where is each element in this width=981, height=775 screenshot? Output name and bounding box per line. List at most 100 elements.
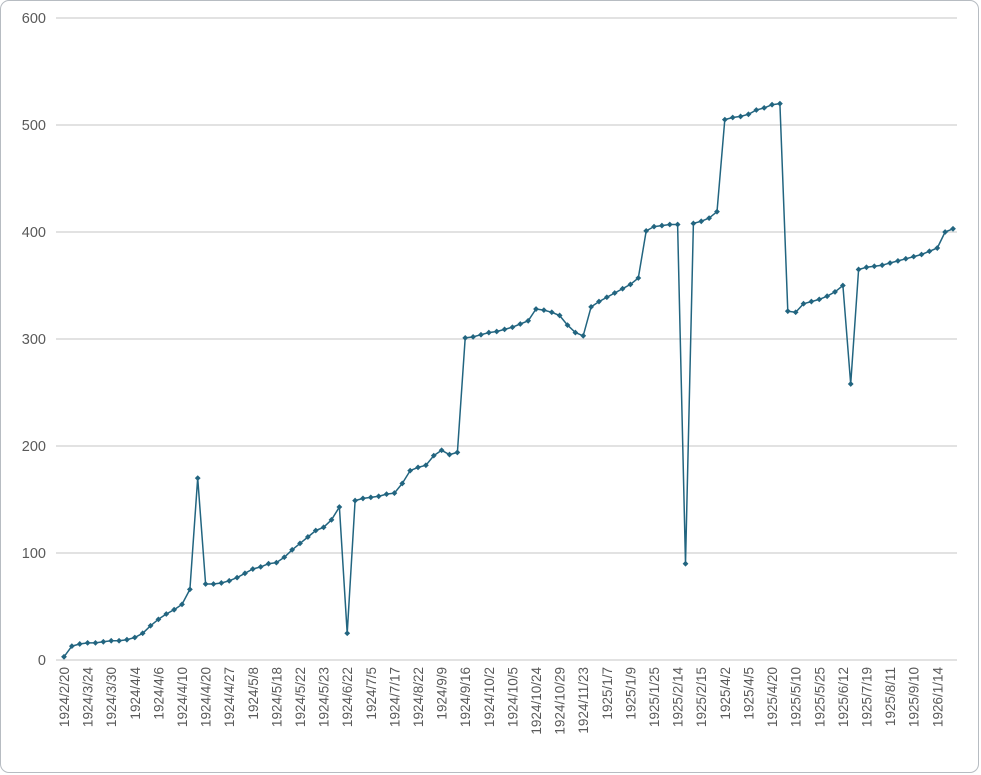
x-tick-label: 1924/10/29 — [553, 667, 568, 735]
series-polyline — [63, 102, 954, 658]
data-point-marker — [367, 494, 374, 501]
x-tick-label: 1924/7/5 — [364, 667, 379, 720]
data-point-marker — [312, 527, 319, 534]
x-tick-label: 1924/8/22 — [411, 667, 426, 727]
data-point-marker — [194, 475, 201, 481]
data-point-marker — [950, 225, 956, 232]
data-point-marker — [139, 630, 146, 637]
data-point-marker — [887, 260, 893, 266]
data-point-marker — [627, 281, 634, 288]
data-point-marker — [163, 611, 170, 617]
data-point-marker — [304, 534, 311, 540]
data-point-marker — [344, 630, 351, 637]
x-tick-label: 1925/2/15 — [694, 667, 709, 727]
x-tick-label: 1924/4/27 — [222, 667, 237, 727]
x-tick-label: 1924/9/9 — [435, 667, 450, 720]
data-point-marker — [297, 540, 303, 547]
data-point-marker — [171, 606, 178, 613]
data-point-marker — [832, 289, 838, 295]
data-point-marker — [147, 622, 154, 629]
data-point-marker — [800, 300, 807, 307]
data-point-marker — [533, 306, 539, 312]
data-point-marker — [910, 253, 917, 260]
x-tick-label: 1924/2/20 — [57, 667, 72, 727]
x-tick-label: 1925/1/25 — [647, 667, 662, 727]
data-point-marker — [926, 248, 933, 255]
data-point-marker — [100, 638, 107, 645]
x-tick-label: 1924/10/2 — [482, 667, 497, 727]
data-point-marker — [179, 601, 185, 608]
data-point-marker — [320, 524, 327, 531]
data-point-marker — [588, 304, 595, 310]
data-point-marker — [328, 516, 335, 523]
data-point-marker — [454, 449, 461, 456]
data-point-marker — [446, 451, 453, 458]
data-point-marker — [556, 312, 563, 319]
x-tick-label: 1925/9/10 — [907, 667, 922, 727]
data-point-marker — [92, 639, 99, 646]
y-tick-label: 300 — [22, 332, 46, 348]
x-tick-label: 1925/1/7 — [600, 667, 615, 720]
data-point-marker — [273, 559, 280, 566]
x-tick-label: 1924/4/6 — [151, 667, 166, 720]
x-tick-label: 1924/5/23 — [317, 667, 332, 727]
data-point-marker — [816, 296, 823, 303]
y-tick-label: 600 — [22, 11, 46, 27]
data-point-marker — [218, 580, 225, 586]
data-point-marker — [737, 113, 744, 120]
data-point-marker — [501, 326, 508, 333]
data-point-marker — [391, 490, 398, 496]
data-point-marker — [666, 221, 673, 228]
data-point-marker — [761, 104, 768, 111]
data-point-marker — [934, 245, 941, 251]
data-point-marker — [438, 447, 445, 454]
data-point-marker — [572, 329, 579, 336]
data-point-marker — [682, 560, 689, 567]
x-tick-label: 1925/4/5 — [741, 667, 756, 720]
data-point-marker — [784, 308, 791, 315]
data-point-marker — [541, 307, 547, 314]
data-point-marker — [116, 637, 122, 644]
x-tick-label: 1924/10/24 — [529, 667, 544, 735]
x-tick-label: 1925/6/12 — [836, 667, 851, 727]
data-point-marker — [942, 229, 949, 235]
y-tick-label: 400 — [22, 225, 46, 241]
x-tick-label: 1924/6/22 — [340, 667, 355, 727]
data-point-marker — [745, 111, 752, 118]
data-point-marker — [517, 321, 524, 327]
data-point-marker — [753, 107, 760, 113]
data-point-marker — [84, 639, 91, 646]
data-point-marker — [383, 491, 390, 498]
data-point-marker — [407, 467, 414, 474]
data-point-marker — [611, 290, 618, 296]
data-point-marker — [360, 495, 366, 502]
data-point-marker — [210, 581, 217, 587]
data-point-marker — [690, 220, 697, 227]
x-tick-label: 1925/4/20 — [765, 667, 780, 727]
data-point-marker — [430, 452, 437, 459]
data-point-marker — [564, 322, 571, 328]
x-tick-label: 1924/3/30 — [104, 667, 119, 727]
data-series-markers — [61, 100, 956, 660]
x-tick-label: 1925/5/25 — [812, 667, 827, 727]
y-tick-label: 500 — [22, 118, 46, 134]
data-point-marker — [76, 641, 83, 647]
data-point-marker — [131, 634, 138, 641]
x-tick-label: 1924/5/8 — [246, 667, 261, 720]
data-point-marker — [242, 570, 248, 577]
data-point-marker — [108, 637, 115, 644]
data-point-marker — [706, 215, 713, 221]
data-point-marker — [895, 257, 901, 264]
data-point-marker — [902, 255, 909, 262]
x-axis-labels: 1924/2/20 1924/3/24 1924/3/30 1924/4/4 1924/… — [57, 667, 945, 735]
data-point-marker — [399, 480, 406, 487]
x-tick-label: 1924/9/16 — [458, 667, 473, 727]
y-tick-label: 0 — [38, 653, 46, 669]
data-point-marker — [580, 332, 587, 339]
data-point-marker — [729, 114, 736, 121]
data-point-marker — [281, 554, 288, 561]
data-point-marker — [769, 101, 775, 108]
data-point-marker — [226, 577, 233, 584]
